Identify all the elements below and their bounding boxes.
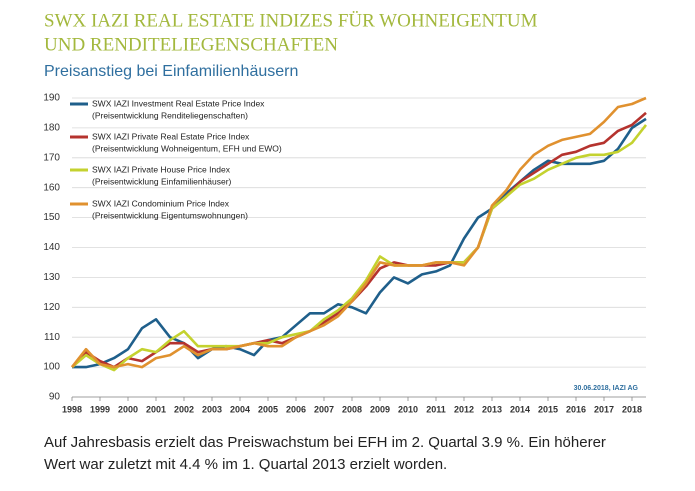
x-tick-label: 2017 [594, 404, 614, 414]
y-tick-label: 170 [43, 152, 60, 163]
legend-description: (Preisentwicklung Renditeliegenschaften) [92, 110, 248, 120]
x-tick-label: 1999 [90, 404, 110, 414]
legend-description: (Preisentwicklung Wohneigentum, EFH und … [92, 143, 282, 153]
x-tick-label: 2010 [398, 404, 418, 414]
legend-description: (Preisentwicklung Einfamilienhäuser) [92, 176, 232, 186]
series-line [71, 124, 648, 372]
x-tick-label: 2015 [538, 404, 558, 414]
y-tick-label: 190 [43, 93, 60, 104]
x-tick-label: 2007 [314, 404, 334, 414]
x-tick-label: 2004 [230, 404, 250, 414]
series-line [70, 96, 647, 369]
x-tick-label: 2008 [342, 404, 362, 414]
x-tick-label: 2013 [482, 404, 502, 414]
x-tick-label: 2005 [258, 404, 278, 414]
x-tick-label: 2018 [622, 404, 642, 414]
x-tick-label: 2012 [454, 404, 474, 414]
chart-title: SWX IAZI REAL ESTATE INDIZES FÜR WOHNEIG… [44, 10, 538, 31]
legend-label: SWX IAZI Private House Price Index [92, 164, 231, 174]
legend-description: (Preisentwicklung Eigentumswohnungen) [92, 210, 248, 220]
x-tick-label: 2003 [202, 404, 222, 414]
x-tick-label: 2016 [566, 404, 586, 414]
x-tick-label: 2002 [174, 404, 194, 414]
source: 30.06.2018, IAZI AG [574, 385, 639, 392]
y-tick-label: 140 [43, 242, 60, 253]
y-tick-label: 120 [43, 302, 60, 313]
x-tick-label: 2011 [426, 404, 446, 414]
x-tick-label: 2006 [286, 404, 306, 414]
footer-text: Wert war zuletzt mit 4.4 % im 1. Quartal… [44, 456, 447, 473]
y-tick-label: 90 [49, 392, 61, 403]
legend-label: SWX IAZI Condominium Price Index [92, 198, 230, 208]
chart-title: UND RENDITELIEGENSCHAFTEN [44, 34, 338, 55]
x-tick-label: 2000 [118, 404, 138, 414]
chart-subtitle: Preisanstieg bei Einfamilienhäusern [44, 63, 298, 80]
x-tick-label: 2014 [510, 404, 530, 414]
y-tick-label: 180 [43, 123, 60, 134]
x-tick-label: 2001 [146, 404, 166, 414]
y-tick-label: 130 [43, 272, 60, 283]
legend-label: SWX IAZI Investment Real Estate Price In… [92, 98, 265, 108]
x-tick-label: 2009 [370, 404, 390, 414]
y-tick-label: 110 [44, 332, 60, 343]
y-tick-label: 150 [43, 212, 60, 223]
y-tick-label: 160 [43, 182, 60, 193]
y-tick-label: 100 [43, 362, 60, 373]
footer-text: Auf Jahresbasis erzielt das Preiswachstu… [44, 434, 606, 451]
legend-label: SWX IAZI Private Real Estate Price Index [92, 131, 250, 141]
x-tick-label: 1998 [62, 404, 82, 414]
